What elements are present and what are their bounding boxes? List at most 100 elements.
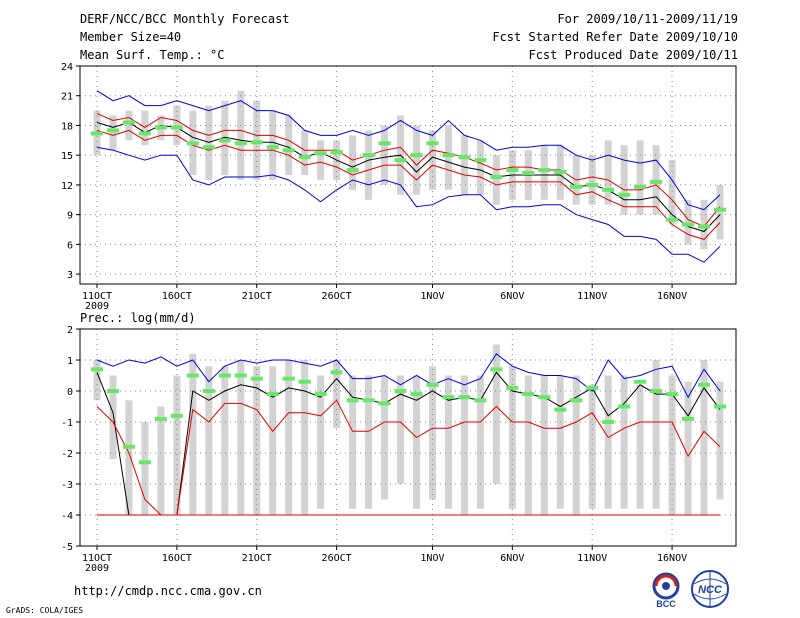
grads-credit: GrADS: COLA/IGES (6, 606, 84, 615)
temp-spread-box (684, 199, 692, 245)
prec-spread-box (253, 366, 261, 515)
prec-spread-box (173, 375, 181, 515)
prec-spread-box (684, 381, 692, 515)
prec-spread-box (428, 366, 436, 500)
temp-ensemble-mean-marker (218, 138, 231, 143)
prec-spread-box (524, 375, 532, 515)
forecast-range-label: For 2009/10/11-2009/11/19 (557, 12, 738, 26)
prec-x-tick-label: 16NOV (657, 553, 687, 564)
source-url: http://cmdp.ncc.cma.gov.cn (74, 584, 262, 598)
prec-x-tick-label: 21OCT (242, 553, 272, 564)
prec-ensemble-mean-marker (442, 395, 455, 400)
prec-ensemble-mean-marker (394, 389, 407, 393)
temp-ensemble-mean-marker (586, 182, 599, 187)
temp-spread-box (492, 155, 500, 205)
prec-ensemble-mean-marker (106, 389, 119, 393)
temp-x-tick-label: 1NOV (420, 291, 444, 302)
temp-spread-box (444, 125, 452, 190)
temp-spread-box (412, 125, 420, 195)
temp-x-tick-label: 26OCT (322, 291, 352, 302)
temp-frame (79, 65, 737, 285)
prec-ensemble-mean-marker (426, 382, 439, 387)
temp-spread-box (620, 145, 628, 215)
prec-ensemble-mean-marker (698, 382, 711, 387)
prec-frame (79, 328, 737, 547)
prec-spread-box (285, 360, 293, 515)
prec-ensemble-mean-marker (91, 367, 103, 372)
temp-ensemble-mean-marker (698, 224, 711, 229)
prec-ensemble-mean-marker (170, 413, 183, 418)
member-size-label: Member Size=40 (80, 30, 182, 44)
prec-spread-box (301, 360, 309, 515)
prec-x-tick-label: 16OCT (162, 553, 192, 564)
prec-x-tick-label: 11NOV (577, 553, 607, 564)
temp-spread-box (381, 125, 389, 185)
prec-ensemble-mean-marker (490, 367, 503, 372)
temp-spread-box (540, 145, 548, 200)
temp-spread-box (125, 110, 133, 141)
prec-spread-box (221, 366, 229, 515)
temp-x-tick-label: 16NOV (657, 291, 687, 302)
ncc-logo-text: NCC (698, 584, 723, 596)
temp-spread-box (668, 160, 676, 225)
prec-spread-box (93, 360, 101, 401)
temp-ensemble-mean-marker (202, 145, 215, 150)
prec-ensemble-mean-marker (682, 416, 695, 421)
prec-spread-box (460, 375, 468, 515)
temp-ensemble-mean-marker (522, 171, 535, 176)
prec-x-tick-label: 6NOV (500, 553, 524, 564)
temp-ensemble-mean-marker (234, 141, 247, 146)
temp-ensemble-mean-marker (170, 125, 183, 130)
prec-ensemble-mean-marker (138, 460, 151, 465)
prec-spread-box (636, 384, 644, 509)
temp-spread-box (301, 130, 309, 175)
temp-spread-box (716, 184, 724, 240)
temp-ensemble-mean-marker (634, 184, 647, 189)
temp-panel: 3 6 9 12 15 18 21 24 11OCT 16OCT 21OCT 26OCT 1NOV 6NO… (61, 62, 737, 312)
temp-y-tick-label: 6 (67, 240, 73, 251)
temp-series-min (96, 146, 721, 263)
temp-spread-box (476, 140, 484, 195)
temp-ensemble-mean-marker (330, 150, 343, 155)
prec-ensemble-mean-marker (154, 416, 167, 421)
temp-ensemble-mean-marker (266, 145, 279, 150)
prec-spread-box (397, 375, 405, 484)
prec-ensemble-mean-marker (602, 420, 615, 424)
temp-ensemble-mean-marker (154, 125, 167, 130)
temp-ensemble-mean-marker (506, 168, 519, 173)
prec-spread-box (700, 360, 708, 515)
temp-ensemble-mean-marker (122, 120, 135, 125)
temp-ensemble-mean-marker (650, 179, 663, 184)
temp-ensemble-mean-marker (362, 153, 375, 158)
temp-ensemble-mean-marker (346, 168, 359, 173)
temp-ensemble-mean-marker (250, 140, 263, 145)
prec-ensemble-mean-marker (346, 398, 359, 403)
temp-series-mean_plus (96, 113, 721, 228)
temp-spread-box (588, 155, 596, 205)
temp-x-tick-label: 16OCT (162, 291, 192, 302)
prec-ensemble-mean-marker (282, 376, 295, 381)
prec-spread-box (365, 375, 373, 509)
temp-y-tick-label: 3 (67, 270, 73, 281)
temp-spread-box (221, 100, 229, 175)
prec-spread-box (269, 366, 277, 515)
prec-ensemble-mean-marker (570, 398, 583, 403)
prec-spread-box (652, 360, 660, 509)
temp-x-tick-label: 11OCT (82, 291, 112, 302)
temp-spread-box (317, 140, 325, 180)
chart-title: DERF/NCC/BCC Monthly Forecast (80, 12, 290, 26)
prec-spread-box (157, 406, 165, 515)
temp-y-tick-label: 18 (61, 121, 73, 132)
temp-ensemble-mean-marker (570, 184, 583, 189)
temp-ensemble-mean-marker (186, 141, 199, 146)
temp-spread-box (237, 90, 245, 180)
prec-y-tick-label: 2 (67, 325, 73, 336)
temp-ensemble-mean-marker (426, 141, 439, 146)
prec-spread-box (412, 375, 420, 509)
prec-ensemble-mean-marker (218, 373, 231, 378)
temp-y-tick-label: 24 (61, 62, 73, 73)
prec-spread-box (349, 375, 357, 509)
temp-ensemble-mean-marker (410, 153, 423, 158)
prec-x-tick-label: 11OCT (82, 553, 112, 564)
prec-ensemble-mean-marker (330, 370, 343, 375)
